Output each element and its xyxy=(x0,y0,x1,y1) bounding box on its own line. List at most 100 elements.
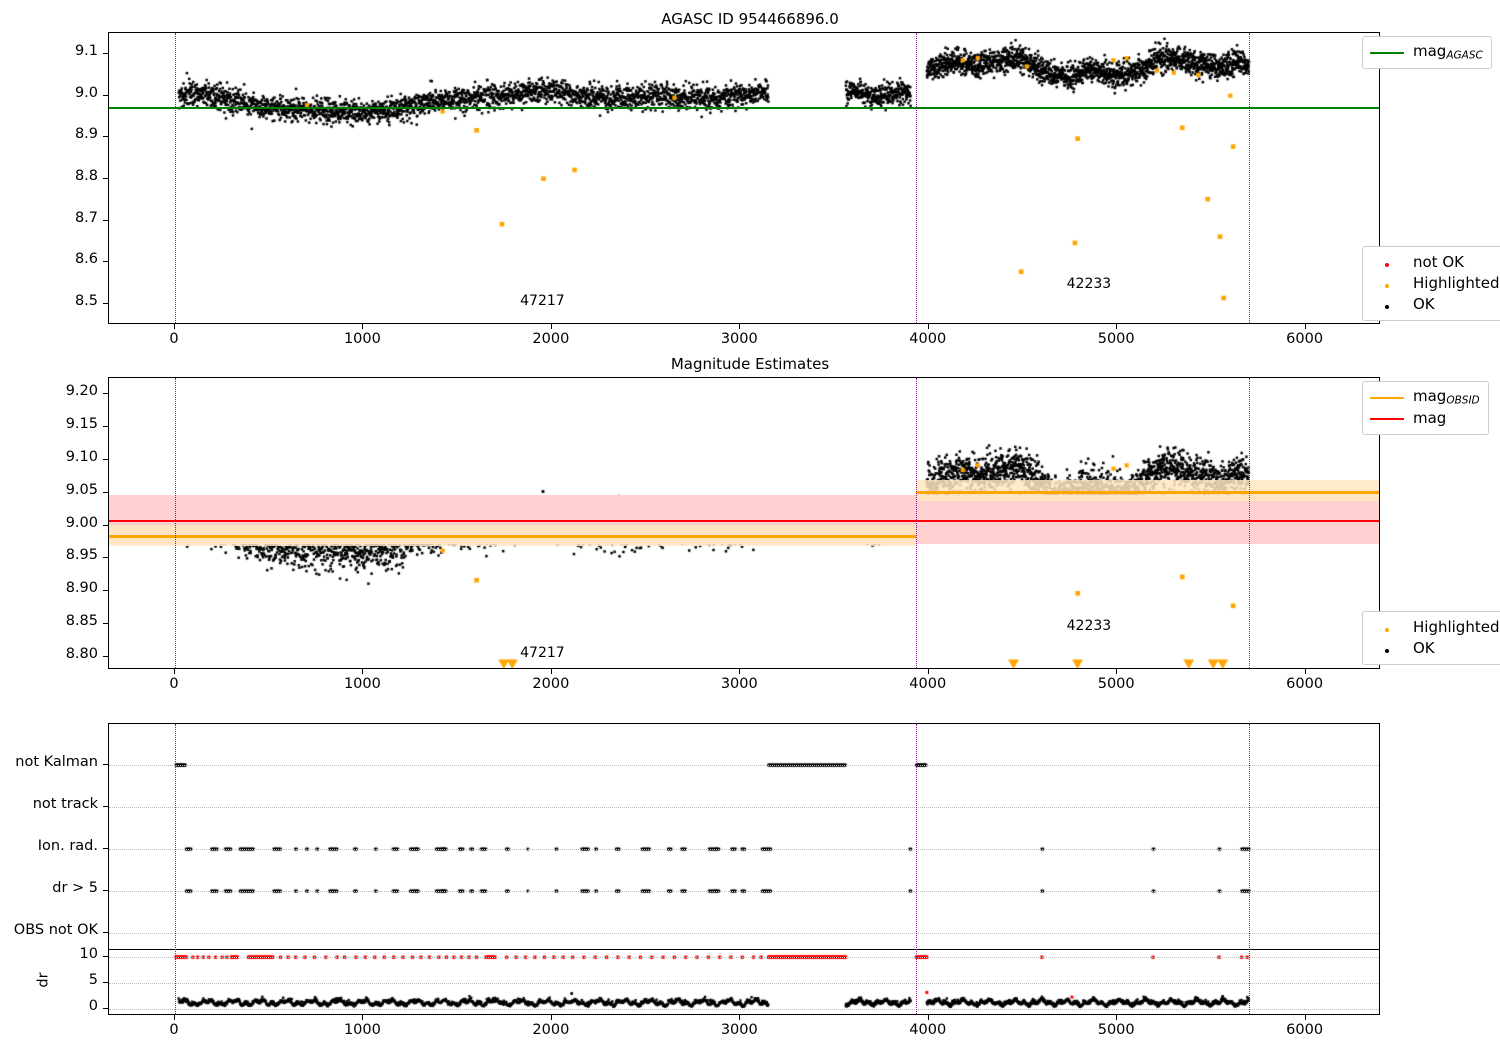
legend-entry: Highlighted xyxy=(1370,617,1499,638)
x-tick-label: 4000 xyxy=(909,676,947,692)
legend-dot-swatch-icon xyxy=(1370,294,1404,316)
legend-point-classes-middle: Highlighted OK xyxy=(1362,611,1500,665)
dr-tick-label: 10 xyxy=(79,946,98,963)
x-tick-label: 3000 xyxy=(720,1022,758,1038)
y-tick-label: 8.9 xyxy=(74,126,98,143)
y-tick-mark xyxy=(103,52,108,54)
y-tick-mark xyxy=(103,956,108,958)
x-tick-label: 3000 xyxy=(720,676,758,692)
obsid-divider-line xyxy=(915,378,917,668)
x-tick-label: 2000 xyxy=(532,331,570,347)
obsid-annotation: 47217 xyxy=(520,293,565,310)
x-tick-label: 5000 xyxy=(1097,1022,1135,1038)
x-tick-label: 3000 xyxy=(720,331,758,347)
bottom-flags-canvas xyxy=(109,724,1379,1014)
legend-label-subscript: OBSID xyxy=(1446,394,1480,407)
legend-line-swatch-icon xyxy=(1370,417,1404,420)
y-tick-mark xyxy=(103,982,108,984)
top-scatter-canvas xyxy=(109,33,1379,323)
legend-entry: OK xyxy=(1370,294,1499,315)
y-tick-mark xyxy=(103,261,108,263)
flag-row-gridline xyxy=(109,849,1379,850)
obsid-annotation: 42233 xyxy=(1066,618,1112,635)
middle-plot-area: 47217 42233 xyxy=(108,377,1380,669)
flag-row-label: not Kalman xyxy=(15,754,98,770)
x-tick-label: 2000 xyxy=(532,676,570,692)
x-tick-mark xyxy=(1304,324,1306,329)
x-tick-mark xyxy=(1116,669,1118,674)
y-tick-mark xyxy=(103,764,108,765)
y-tick-mark xyxy=(103,1008,108,1009)
y-tick-mark xyxy=(103,219,108,221)
x-tick-label: 4000 xyxy=(909,331,947,347)
mag-obsid-line xyxy=(915,490,1379,494)
dr-tick-label: 5 xyxy=(88,972,98,989)
y-tick-mark xyxy=(103,178,108,179)
y-tick-label: 9.10 xyxy=(65,449,98,466)
y-tick-label: 8.90 xyxy=(65,580,98,597)
obsid-divider-line xyxy=(915,33,917,323)
y-tick-mark xyxy=(103,890,108,891)
y-tick-label: 9.15 xyxy=(65,416,98,433)
flag-row-gridline xyxy=(109,933,1379,934)
obsid-divider-line xyxy=(174,378,176,668)
legend-entry: not OK xyxy=(1370,252,1499,273)
legend-point-classes-top: not OK Highlighted OK xyxy=(1362,246,1500,321)
legend-label: OK xyxy=(1413,294,1435,313)
dr-tick-label: 0 xyxy=(88,998,98,1014)
legend-label: not OK xyxy=(1413,252,1464,271)
flag-row-label: OBS not OK xyxy=(13,922,98,938)
obsid-uncertainty-band xyxy=(109,524,916,546)
dr-gridline xyxy=(109,1009,1379,1010)
y-tick-mark xyxy=(103,94,108,96)
obsid-divider-line xyxy=(915,724,917,1014)
y-tick-mark xyxy=(103,303,108,305)
x-tick-mark xyxy=(173,669,175,674)
obsid-divider-line xyxy=(1249,724,1251,1014)
x-tick-label: 4000 xyxy=(909,1022,947,1038)
obsid-divider-line xyxy=(174,33,176,323)
x-tick-mark xyxy=(1116,324,1118,329)
legend-label: Highlighted xyxy=(1413,273,1500,292)
dr-gridline xyxy=(109,983,1379,985)
x-tick-mark xyxy=(362,1015,364,1020)
dr-axis-label: dr xyxy=(35,972,52,988)
y-tick-label: 8.80 xyxy=(65,645,98,662)
legend-dot-swatch-icon xyxy=(1370,273,1404,295)
mag-agasc-line xyxy=(109,107,1379,110)
legend-mag-agasc: magAGASC xyxy=(1362,36,1492,69)
y-tick-label: 8.5 xyxy=(74,293,98,310)
x-tick-label: 0 xyxy=(169,331,179,347)
x-tick-label: 5000 xyxy=(1097,331,1135,347)
legend-label: OK xyxy=(1413,638,1435,657)
y-tick-label: 8.7 xyxy=(74,209,98,226)
bottom-plot-area xyxy=(108,723,1380,1015)
x-tick-label: 5000 xyxy=(1097,676,1135,692)
y-tick-label: 9.20 xyxy=(65,383,98,400)
legend-entry: OK xyxy=(1370,638,1499,659)
y-tick-label: 8.85 xyxy=(65,613,98,630)
y-tick-mark xyxy=(103,623,108,625)
flag-row-label: Ion. rad. xyxy=(37,838,98,854)
obsid-uncertainty-band xyxy=(915,480,1379,502)
x-tick-label: 1000 xyxy=(343,676,381,692)
y-tick-mark xyxy=(103,393,108,395)
y-tick-label: 8.8 xyxy=(74,168,98,184)
x-tick-label: 6000 xyxy=(1286,676,1324,692)
obsid-annotation: 42233 xyxy=(1066,276,1112,293)
x-tick-mark xyxy=(739,669,741,674)
y-tick-mark xyxy=(103,557,108,559)
top-panel-title: AGASC ID 954466896.0 xyxy=(661,10,839,28)
y-tick-label: 9.00 xyxy=(65,514,98,531)
legend-dot-swatch-icon xyxy=(1370,617,1404,639)
x-tick-mark xyxy=(550,324,552,329)
y-tick-mark xyxy=(103,806,108,807)
x-tick-label: 2000 xyxy=(532,1022,570,1038)
legend-dot-swatch-icon xyxy=(1370,638,1404,660)
x-tick-label: 6000 xyxy=(1286,331,1324,347)
y-tick-label: 9.1 xyxy=(74,42,98,59)
flag-row-gridline xyxy=(109,891,1379,892)
x-tick-mark xyxy=(1304,1015,1306,1020)
x-tick-label: 1000 xyxy=(343,331,381,347)
